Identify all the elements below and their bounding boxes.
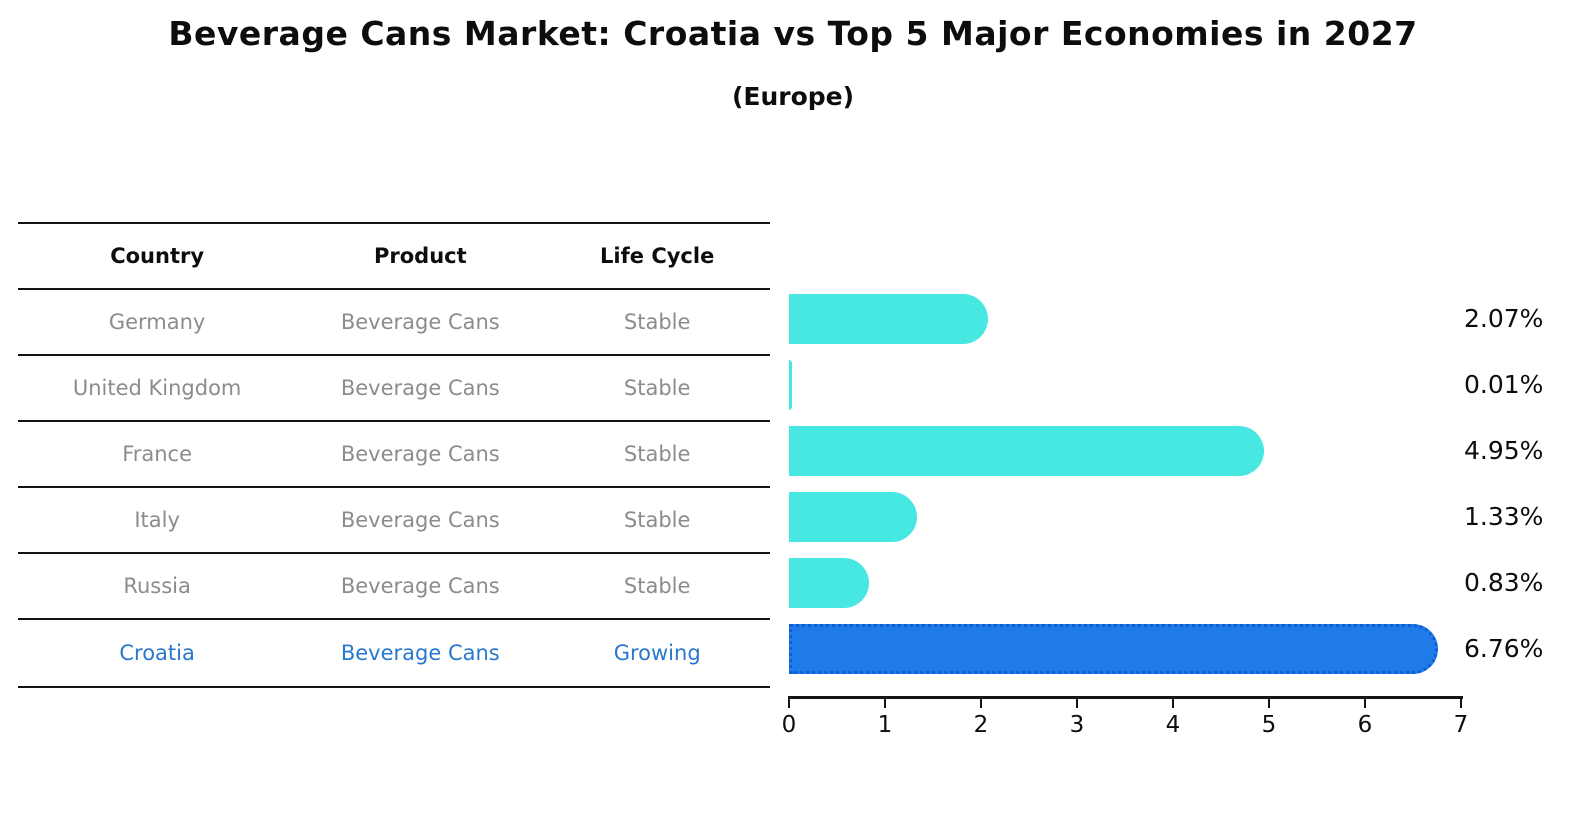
cell-country: Italy <box>134 508 180 532</box>
column-header-product: Product <box>373 244 467 268</box>
x-axis-tick-2: 2 <box>959 698 1003 738</box>
tick-label: 4 <box>1165 712 1181 738</box>
column-header-life-cycle: Life Cycle <box>600 244 715 268</box>
tick-label: 0 <box>781 712 797 738</box>
cell-life-cycle: Growing <box>613 641 701 665</box>
cell-product: Beverage Cans <box>340 376 500 400</box>
cell-life-cycle: Stable <box>623 376 691 400</box>
value-label-croatia: 6.76% <box>1464 634 1544 663</box>
cell-country: Croatia <box>119 641 195 665</box>
cell-life-cycle: Stable <box>623 508 691 532</box>
table-row-united-kingdom: United Kingdom Beverage Cans Stable <box>18 356 770 422</box>
tick-label: 5 <box>1261 712 1277 738</box>
bar-united-kingdom <box>789 360 792 410</box>
tick-label: 2 <box>973 712 989 738</box>
cell-product: Beverage Cans <box>340 310 500 334</box>
value-label-france: 4.95% <box>1464 436 1544 465</box>
tick-label: 3 <box>1069 712 1085 738</box>
table-row-germany: Germany Beverage Cans Stable <box>18 290 770 356</box>
column-header-country: Country <box>110 244 205 268</box>
bar-croatia <box>789 624 1438 674</box>
table-row-croatia: Croatia Beverage Cans Growing <box>18 620 770 686</box>
chart-subtitle: (Europe) <box>731 82 855 111</box>
x-axis-tick-1: 1 <box>863 698 907 738</box>
table-row-france: France Beverage Cans Stable <box>18 422 770 488</box>
table-row-russia: Russia Beverage Cans Stable <box>18 554 770 620</box>
cell-country: United Kingdom <box>72 376 242 400</box>
tick-label: 6 <box>1357 712 1373 738</box>
value-label-italy: 1.33% <box>1464 502 1544 531</box>
value-label-germany: 2.07% <box>1464 304 1544 333</box>
tick-mark <box>1459 698 1463 708</box>
tick-mark <box>787 698 791 708</box>
table-row-italy: Italy Beverage Cans Stable <box>18 488 770 554</box>
x-axis-tick-0: 0 <box>767 698 811 738</box>
tick-mark <box>1267 698 1271 708</box>
bar-russia <box>789 558 869 608</box>
cell-country: Germany <box>108 310 206 334</box>
value-label-united-kingdom: 0.01% <box>1464 370 1544 399</box>
cell-life-cycle: Stable <box>623 442 691 466</box>
chart-title: Beverage Cans Market: Croatia vs Top 5 M… <box>168 14 1418 53</box>
cell-product: Beverage Cans <box>340 508 500 532</box>
x-axis-line <box>788 696 1463 699</box>
country-table: Country Product Life Cycle Germany Bever… <box>18 222 770 688</box>
tick-mark <box>979 698 983 708</box>
cell-country: Russia <box>123 574 191 598</box>
tick-mark <box>1075 698 1079 708</box>
tick-label: 1 <box>877 712 893 738</box>
bar-italy <box>789 492 917 542</box>
cell-life-cycle: Stable <box>623 574 691 598</box>
x-axis-tick-6: 6 <box>1343 698 1387 738</box>
x-axis-tick-3: 3 <box>1055 698 1099 738</box>
x-axis-tick-5: 5 <box>1247 698 1291 738</box>
cell-country: France <box>122 442 193 466</box>
bar-germany <box>789 294 988 344</box>
cell-product: Beverage Cans <box>340 442 500 466</box>
cell-product: Beverage Cans <box>340 574 500 598</box>
x-axis-tick-7: 7 <box>1439 698 1483 738</box>
tick-label: 7 <box>1453 712 1469 738</box>
tick-mark <box>1171 698 1175 708</box>
table-header-row: Country Product Life Cycle <box>18 224 770 290</box>
x-axis-tick-4: 4 <box>1151 698 1195 738</box>
tick-mark <box>1363 698 1367 708</box>
bar-france <box>789 426 1265 476</box>
value-label-russia: 0.83% <box>1464 568 1544 597</box>
tick-mark <box>883 698 887 708</box>
cell-life-cycle: Stable <box>623 310 691 334</box>
cell-product: Beverage Cans <box>340 641 500 665</box>
